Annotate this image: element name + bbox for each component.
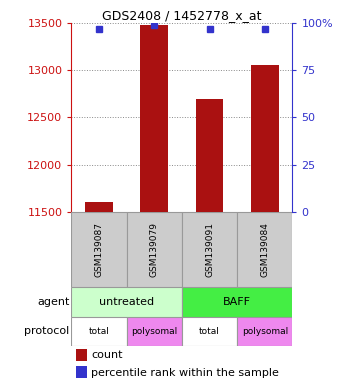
Text: BAFF: BAFF [223,297,251,307]
Text: GSM139084: GSM139084 [260,222,269,277]
Text: count: count [91,351,123,361]
Text: agent: agent [37,297,70,307]
Title: GDS2408 / 1452778_x_at: GDS2408 / 1452778_x_at [102,9,262,22]
Bar [76,349,87,361]
Bar [237,317,292,346]
Bar [182,288,292,317]
Bar [71,317,126,346]
Bar [71,288,182,317]
Text: total: total [89,327,109,336]
Text: GSM139087: GSM139087 [95,222,103,277]
Text: GSM139079: GSM139079 [150,222,159,277]
Text: untreated: untreated [99,297,154,307]
Text: protocol: protocol [24,326,70,336]
Bar [126,317,182,346]
Bar [71,212,126,288]
Text: polysomal: polysomal [131,327,177,336]
Bar [182,317,237,346]
Text: GSM139091: GSM139091 [205,222,214,277]
Bar [85,202,113,212]
Bar [237,212,292,288]
Text: total: total [199,327,220,336]
Bar [251,65,278,212]
Bar [182,212,237,288]
Bar [196,99,223,212]
Bar [140,25,168,212]
Bar [126,212,182,288]
Text: polysomal: polysomal [242,327,288,336]
Text: percentile rank within the sample: percentile rank within the sample [91,367,279,377]
Bar [76,366,87,379]
